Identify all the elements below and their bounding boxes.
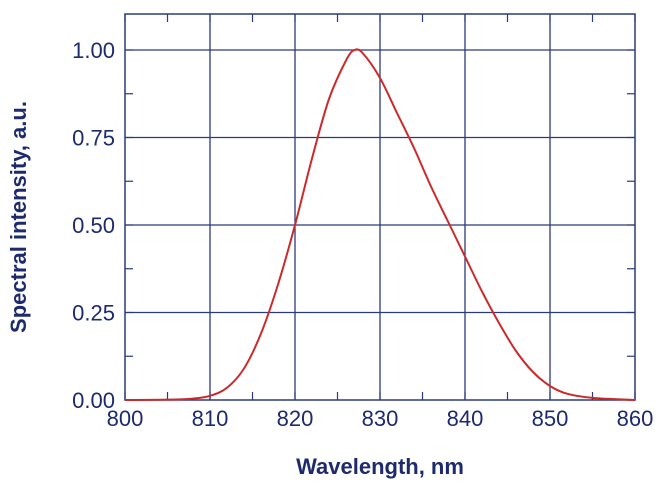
x-tick-label-860: 860 xyxy=(617,406,654,431)
x-tick-label-800: 800 xyxy=(107,406,144,431)
x-tick-label-820: 820 xyxy=(277,406,314,431)
y-tick-label-0.25: 0.25 xyxy=(72,301,115,326)
x-axis-title: Wavelength, nm xyxy=(296,454,464,479)
y-tick-label-1.00: 1.00 xyxy=(72,38,115,63)
x-tick-label-850: 850 xyxy=(532,406,569,431)
series-layer xyxy=(124,48,636,401)
y-axis-title: Spectral intensity, a.u. xyxy=(6,101,31,333)
y-tick-label-0.00: 0.00 xyxy=(72,388,115,413)
tick-labels: 800 810 820 830 840 850 860 0.00 0.25 0.50 0.75 1.0… xyxy=(72,38,653,431)
x-tick-label-840: 840 xyxy=(447,406,484,431)
x-tick-label-830: 830 xyxy=(362,406,399,431)
series-line-0 xyxy=(124,48,636,401)
x-tick-label-810: 810 xyxy=(192,406,229,431)
grid xyxy=(125,14,635,400)
y-tick-label-0.50: 0.50 xyxy=(72,213,115,238)
y-tick-label-0.75: 0.75 xyxy=(72,126,115,151)
